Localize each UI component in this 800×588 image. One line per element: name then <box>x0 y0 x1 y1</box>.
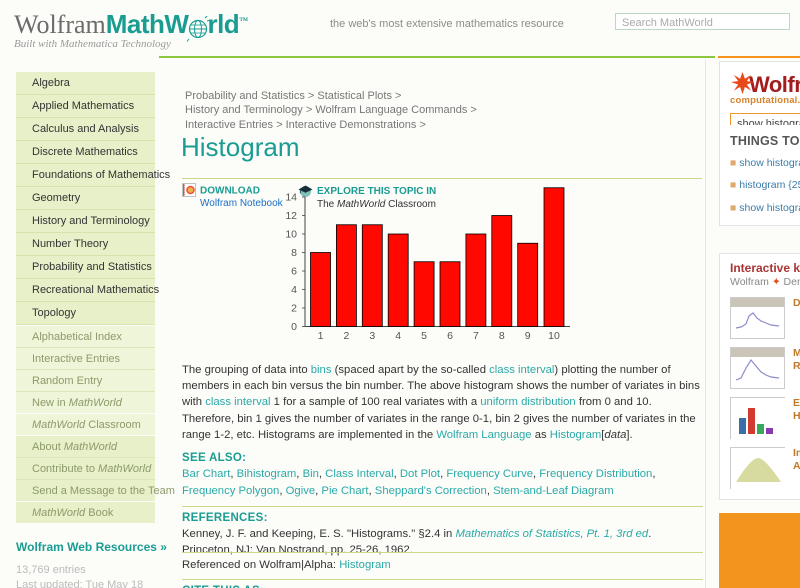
svg-text:7: 7 <box>472 330 478 342</box>
svg-text:4: 4 <box>395 330 401 342</box>
svg-text:1: 1 <box>317 330 323 342</box>
svg-text:0: 0 <box>291 321 297 333</box>
svg-text:5: 5 <box>421 330 427 342</box>
svg-text:12: 12 <box>285 210 297 222</box>
svg-text:6: 6 <box>447 330 453 342</box>
svg-text:8: 8 <box>498 330 504 342</box>
svg-text:10: 10 <box>285 228 297 240</box>
svg-text:2: 2 <box>291 302 297 314</box>
svg-text:2: 2 <box>343 330 349 342</box>
svg-text:8: 8 <box>291 247 297 259</box>
svg-text:4: 4 <box>291 284 297 296</box>
svg-text:6: 6 <box>291 265 297 277</box>
svg-text:14: 14 <box>285 191 297 203</box>
svg-text:9: 9 <box>524 330 530 342</box>
svg-text:10: 10 <box>548 330 560 342</box>
svg-text:3: 3 <box>369 330 375 342</box>
